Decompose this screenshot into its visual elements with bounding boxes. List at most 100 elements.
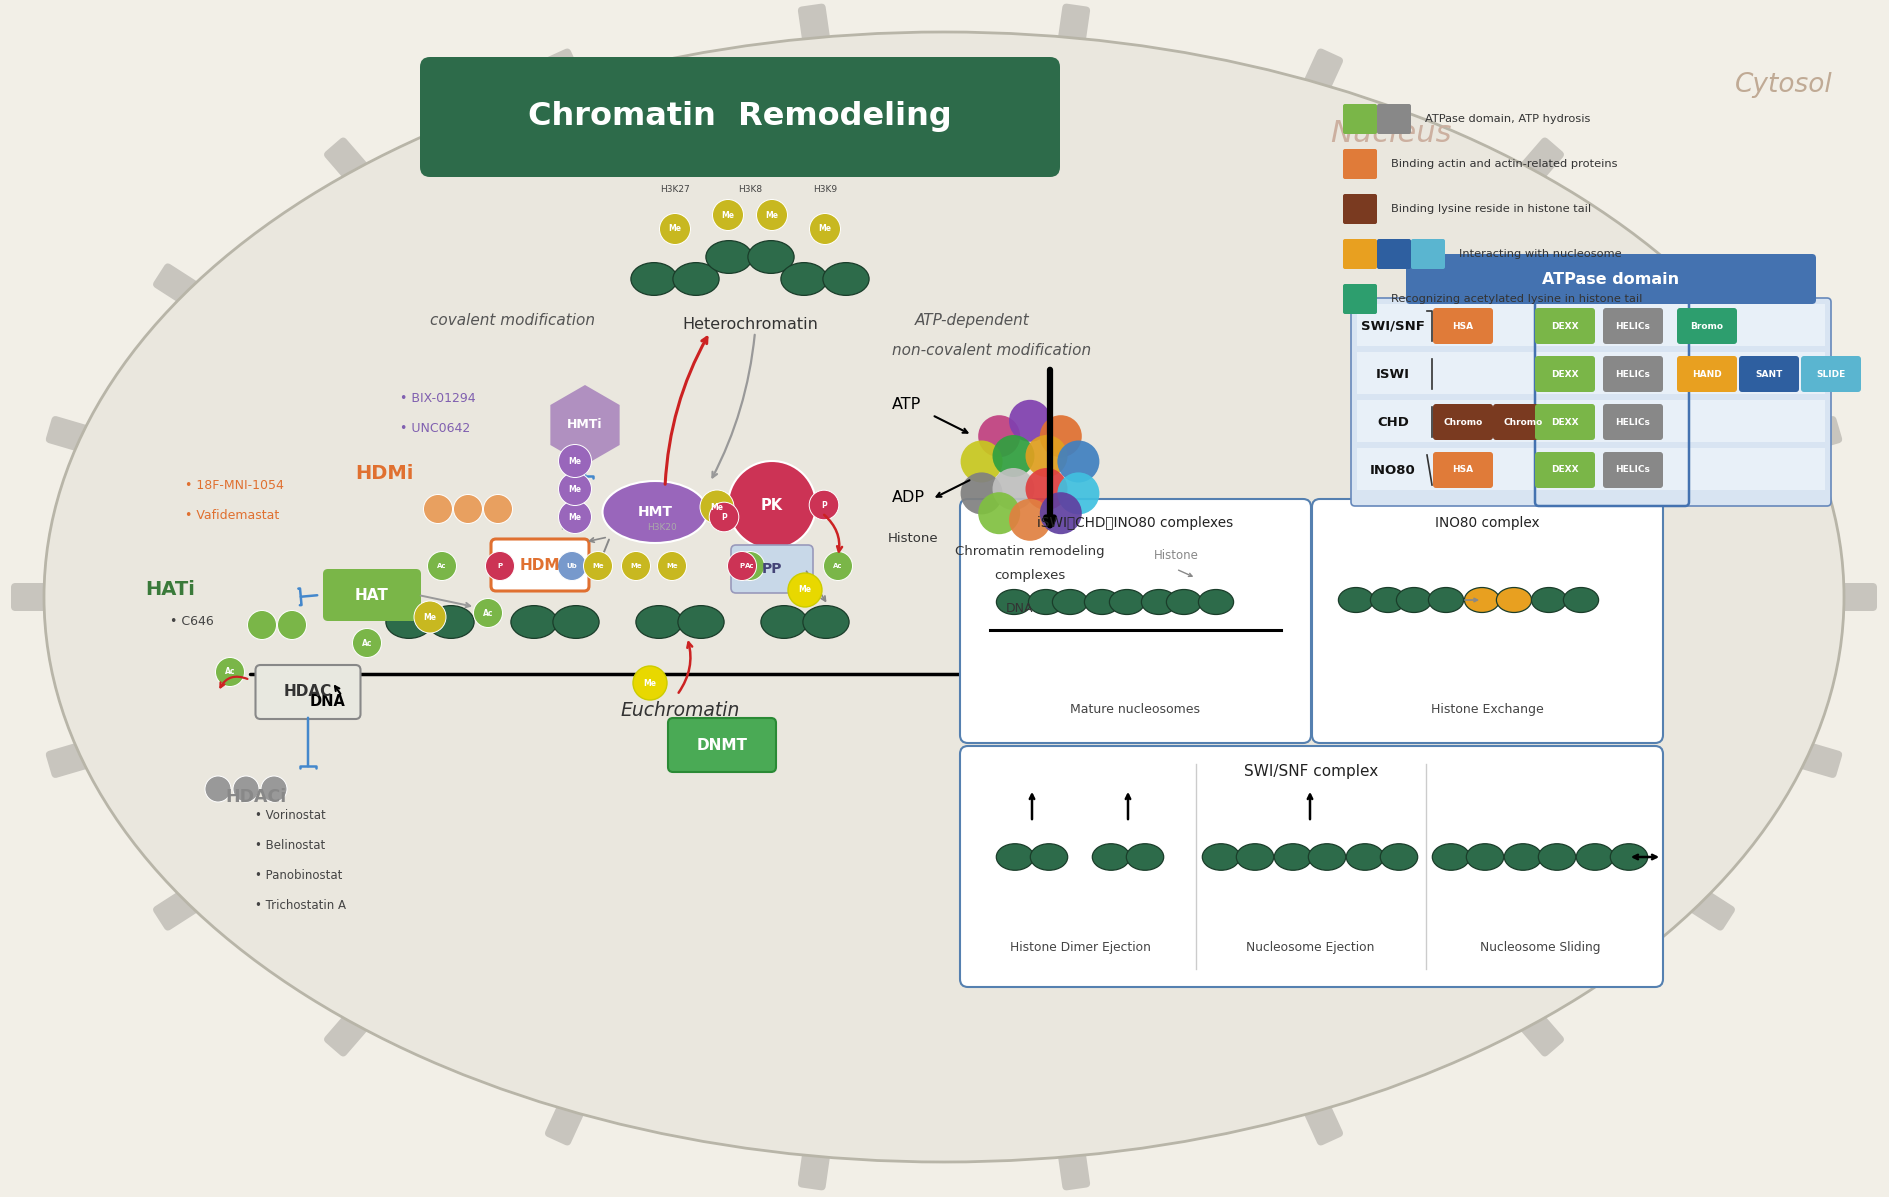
Circle shape	[992, 435, 1035, 476]
FancyBboxPatch shape	[1411, 239, 1445, 269]
Text: Binding actin and actin-related proteins: Binding actin and actin-related proteins	[1390, 159, 1617, 169]
FancyBboxPatch shape	[325, 138, 385, 202]
FancyBboxPatch shape	[1504, 138, 1564, 202]
Text: • Trichostatin A: • Trichostatin A	[255, 899, 346, 912]
Text: P: P	[722, 512, 727, 522]
Text: HDAC: HDAC	[283, 685, 332, 699]
FancyBboxPatch shape	[11, 583, 77, 610]
FancyBboxPatch shape	[1343, 148, 1377, 180]
FancyBboxPatch shape	[325, 991, 385, 1057]
Text: HAND: HAND	[1693, 370, 1723, 378]
Ellipse shape	[1141, 589, 1177, 614]
Ellipse shape	[1575, 844, 1613, 870]
Ellipse shape	[761, 606, 807, 638]
FancyBboxPatch shape	[544, 1076, 595, 1146]
Text: H3K20: H3K20	[648, 523, 676, 531]
Text: Me: Me	[569, 512, 582, 522]
Text: Cytosol: Cytosol	[1734, 72, 1832, 98]
FancyBboxPatch shape	[1434, 405, 1492, 440]
Text: ATP: ATP	[892, 397, 922, 412]
Text: SWI/SNF complex: SWI/SNF complex	[1245, 764, 1379, 779]
Text: H3K8: H3K8	[739, 186, 761, 194]
FancyBboxPatch shape	[1351, 298, 1830, 506]
FancyBboxPatch shape	[1536, 405, 1594, 440]
FancyBboxPatch shape	[491, 539, 589, 591]
Ellipse shape	[1028, 589, 1064, 614]
Ellipse shape	[1609, 844, 1647, 870]
Text: complexes: complexes	[994, 569, 1065, 582]
Ellipse shape	[1432, 844, 1470, 870]
Text: • Vorinostat: • Vorinostat	[255, 809, 325, 822]
Text: Me: Me	[631, 563, 642, 569]
Text: INO80: INO80	[1370, 463, 1417, 476]
Circle shape	[427, 552, 457, 581]
FancyBboxPatch shape	[1356, 400, 1825, 442]
Text: ISWI: ISWI	[1375, 367, 1409, 381]
Text: Ub: Ub	[567, 563, 578, 569]
Text: Me: Me	[591, 563, 604, 569]
Circle shape	[788, 573, 822, 607]
Ellipse shape	[706, 241, 752, 273]
Ellipse shape	[678, 606, 723, 638]
FancyBboxPatch shape	[1536, 308, 1594, 344]
Circle shape	[708, 503, 739, 531]
Text: ADP: ADP	[892, 490, 926, 505]
Text: • UNC0642: • UNC0642	[400, 423, 470, 435]
FancyBboxPatch shape	[1668, 874, 1734, 930]
Text: Ac: Ac	[225, 668, 236, 676]
Text: Binding lysine reside in histone tail: Binding lysine reside in histone tail	[1390, 203, 1591, 214]
Circle shape	[1009, 400, 1050, 442]
Ellipse shape	[1464, 588, 1500, 613]
Text: Me: Me	[818, 225, 831, 233]
Text: Histone: Histone	[1154, 549, 1198, 563]
Text: Histone: Histone	[888, 531, 939, 545]
FancyBboxPatch shape	[1677, 356, 1738, 391]
Text: HELICs: HELICs	[1615, 370, 1651, 378]
Circle shape	[206, 776, 230, 802]
Ellipse shape	[1030, 844, 1067, 870]
FancyBboxPatch shape	[731, 545, 812, 593]
Ellipse shape	[1381, 844, 1419, 870]
Ellipse shape	[824, 262, 869, 296]
Text: DNA: DNA	[310, 694, 346, 709]
Text: Chromo: Chromo	[1443, 418, 1483, 426]
Text: Me: Me	[569, 456, 582, 466]
Circle shape	[979, 492, 1020, 534]
Ellipse shape	[1109, 589, 1145, 614]
Ellipse shape	[1466, 844, 1504, 870]
Circle shape	[278, 610, 306, 639]
Text: covalent modification: covalent modification	[431, 312, 595, 328]
Text: Me: Me	[799, 585, 812, 595]
FancyBboxPatch shape	[1536, 452, 1594, 488]
Text: PP: PP	[761, 563, 782, 576]
Circle shape	[657, 552, 686, 581]
Text: Chromatin  Remodeling: Chromatin Remodeling	[529, 102, 952, 133]
Text: DEXX: DEXX	[1551, 370, 1579, 378]
Ellipse shape	[429, 606, 474, 638]
Text: Histone Dimer Ejection: Histone Dimer Ejection	[1009, 941, 1150, 954]
Text: INO80 complex: INO80 complex	[1436, 516, 1540, 530]
FancyBboxPatch shape	[1668, 263, 1734, 320]
Ellipse shape	[603, 481, 708, 543]
Ellipse shape	[1198, 589, 1234, 614]
Text: Me: Me	[569, 485, 582, 493]
Text: Nucleosome Sliding: Nucleosome Sliding	[1479, 941, 1600, 954]
Ellipse shape	[1370, 588, 1405, 613]
Text: Nucleosome Ejection: Nucleosome Ejection	[1247, 941, 1373, 954]
Ellipse shape	[1538, 844, 1575, 870]
Ellipse shape	[1166, 589, 1201, 614]
FancyBboxPatch shape	[1377, 104, 1411, 134]
Ellipse shape	[748, 241, 793, 273]
Circle shape	[353, 628, 382, 657]
FancyBboxPatch shape	[1292, 1076, 1343, 1146]
Ellipse shape	[1532, 588, 1566, 613]
Circle shape	[261, 776, 287, 802]
FancyBboxPatch shape	[1812, 583, 1878, 610]
FancyBboxPatch shape	[797, 1122, 833, 1190]
Ellipse shape	[1052, 589, 1088, 614]
Text: H3K27: H3K27	[659, 186, 689, 194]
Text: Chromo: Chromo	[1504, 418, 1543, 426]
FancyBboxPatch shape	[45, 417, 115, 460]
Circle shape	[962, 440, 1003, 482]
Text: • Panobinostat: • Panobinostat	[255, 869, 342, 882]
